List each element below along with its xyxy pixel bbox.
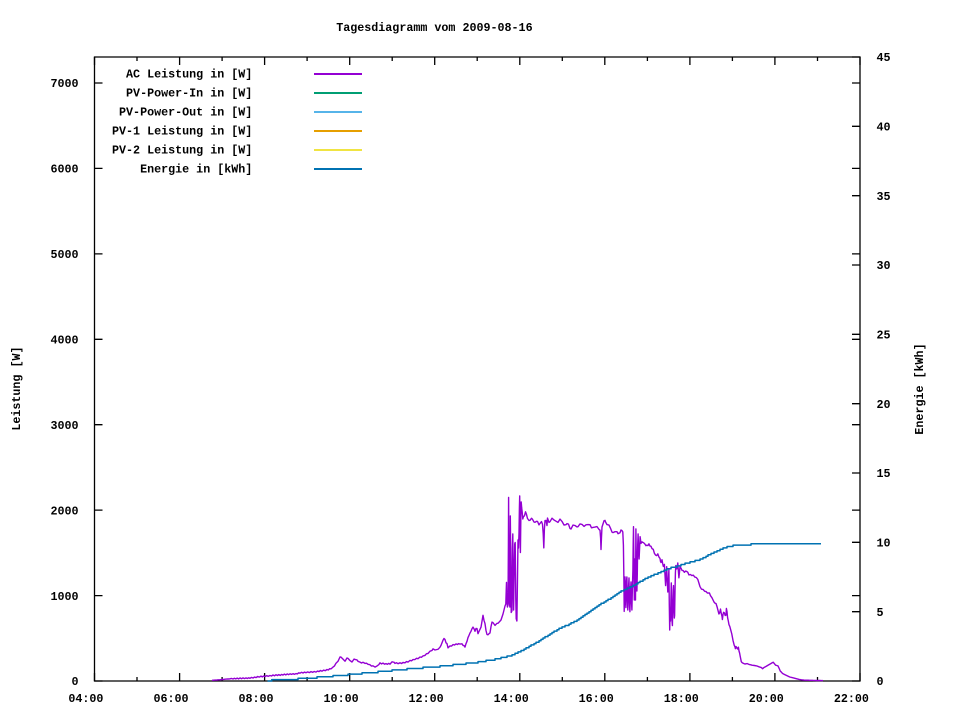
svg-text:PV-Power-Out in [W]: PV-Power-Out in [W] — [119, 106, 252, 120]
svg-text:PV-1 Leistung in [W]: PV-1 Leistung in [W] — [112, 125, 252, 139]
svg-text:16:00: 16:00 — [579, 692, 614, 706]
svg-text:20:00: 20:00 — [749, 692, 784, 706]
svg-text:08:00: 08:00 — [238, 692, 273, 706]
svg-text:22:00: 22:00 — [834, 692, 869, 706]
svg-text:15: 15 — [877, 467, 891, 481]
svg-text:18:00: 18:00 — [664, 692, 699, 706]
svg-text:4000: 4000 — [50, 334, 78, 348]
svg-text:PV-2 Leistung in [W]: PV-2 Leistung in [W] — [112, 144, 252, 158]
svg-text:0: 0 — [71, 675, 78, 689]
svg-text:40: 40 — [877, 121, 891, 135]
svg-text:Tagesdiagramm vom 2009-08-16: Tagesdiagramm vom 2009-08-16 — [336, 21, 532, 35]
svg-text:0: 0 — [877, 675, 884, 689]
svg-text:6000: 6000 — [50, 163, 78, 177]
svg-text:45: 45 — [877, 51, 891, 65]
svg-text:10: 10 — [877, 537, 891, 551]
svg-text:20: 20 — [877, 398, 891, 412]
svg-text:06:00: 06:00 — [153, 692, 188, 706]
svg-text:Energie [kWh]: Energie [kWh] — [913, 343, 927, 434]
svg-text:04:00: 04:00 — [68, 692, 103, 706]
svg-text:1000: 1000 — [50, 590, 78, 604]
svg-text:12:00: 12:00 — [409, 692, 444, 706]
svg-text:Energie in [kWh]: Energie in [kWh] — [140, 163, 252, 177]
svg-text:14:00: 14:00 — [494, 692, 529, 706]
svg-text:25: 25 — [877, 329, 891, 343]
svg-text:30: 30 — [877, 259, 891, 273]
svg-text:AC Leistung in [W]: AC Leistung in [W] — [126, 68, 252, 82]
svg-text:5000: 5000 — [50, 248, 78, 262]
svg-text:3000: 3000 — [50, 419, 78, 433]
svg-text:35: 35 — [877, 190, 891, 204]
svg-text:2000: 2000 — [50, 504, 78, 518]
svg-text:7000: 7000 — [50, 77, 78, 91]
svg-text:10:00: 10:00 — [324, 692, 359, 706]
svg-text:5: 5 — [877, 606, 884, 620]
svg-text:PV-Power-In in [W]: PV-Power-In in [W] — [126, 87, 252, 101]
svg-text:Leistung [W]: Leistung [W] — [10, 347, 24, 431]
